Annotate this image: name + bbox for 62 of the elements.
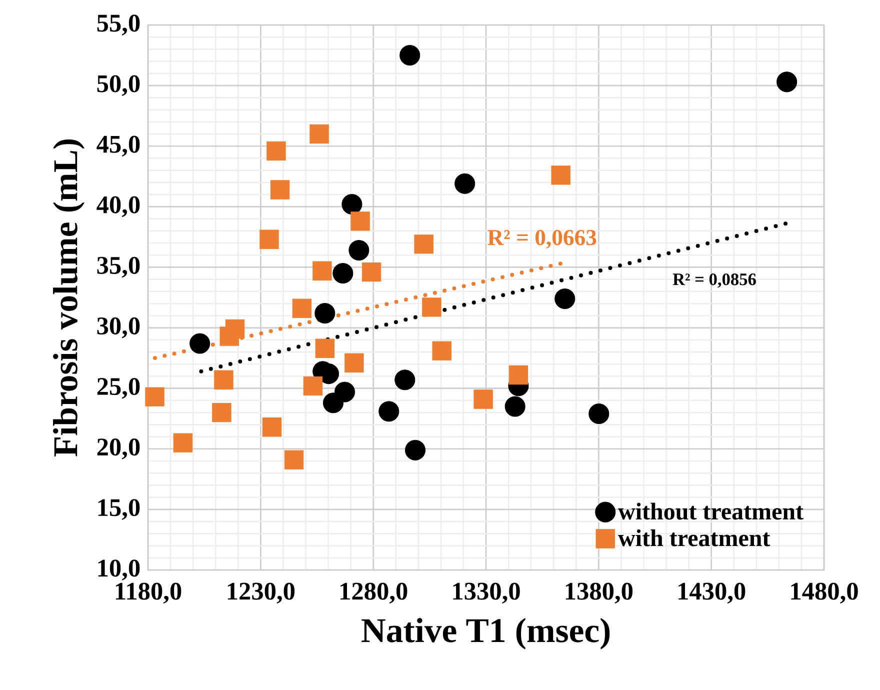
point — [414, 234, 434, 254]
point — [220, 326, 239, 346]
point — [551, 166, 570, 185]
y-tick-label: 10,0 — [98, 560, 140, 580]
point — [378, 401, 400, 422]
x-tick-label: 1330,0 — [453, 582, 520, 604]
point — [332, 263, 354, 284]
point — [270, 180, 290, 200]
point — [214, 370, 234, 390]
y-tick-label: 50,0 — [97, 75, 140, 96]
y-tick-label: 45,0 — [96, 136, 140, 156]
point — [292, 298, 312, 318]
x-tick-label: 1480,0 — [791, 582, 858, 604]
x-tick-label: 1180,0 — [116, 582, 182, 604]
x-tick-label: 1380,0 — [566, 582, 633, 604]
point — [260, 230, 279, 249]
y-tick-label: 40,0 — [96, 196, 140, 218]
point — [348, 240, 370, 261]
point — [342, 194, 362, 215]
point — [266, 141, 286, 161]
legend-label: without treatment — [618, 502, 804, 520]
point — [404, 440, 426, 460]
x-tick-label: 1280,0 — [340, 582, 408, 604]
x-tick-label: 1430,0 — [678, 582, 746, 604]
annotation: R² = 0,0856 — [672, 274, 756, 288]
annotation: R² = 0,0663 — [488, 230, 596, 248]
y-tick-label: 25,0 — [97, 378, 140, 399]
legend-label: with treatment — [618, 529, 770, 546]
point — [400, 45, 420, 66]
point — [310, 124, 329, 144]
point — [262, 417, 282, 437]
point — [362, 262, 382, 282]
point — [776, 72, 798, 92]
point — [322, 392, 344, 414]
y-axis-title: Fibrosis volume (mL) — [53, 140, 84, 456]
y-tick-label: 15,0 — [98, 499, 140, 520]
y-tick-label: 20,0 — [97, 438, 140, 460]
point — [284, 450, 304, 470]
y-tick-label: 30,0 — [97, 317, 140, 338]
point — [504, 396, 526, 417]
point — [212, 402, 232, 422]
point — [474, 390, 493, 409]
point — [394, 370, 416, 390]
point — [588, 403, 610, 424]
point — [344, 353, 364, 373]
y-tick-label: 35,0 — [97, 256, 140, 278]
point — [315, 338, 334, 358]
point — [173, 433, 193, 452]
point — [145, 387, 164, 406]
point — [422, 298, 442, 317]
point — [312, 261, 332, 280]
point — [303, 376, 323, 396]
y-tick-label: 55,0 — [97, 14, 140, 36]
point — [190, 333, 210, 354]
point — [454, 173, 476, 194]
point — [554, 288, 576, 309]
point — [314, 302, 336, 324]
point — [432, 341, 452, 360]
x-axis-title: Native T1 (msec) — [362, 618, 610, 650]
point — [508, 365, 528, 385]
point — [350, 212, 370, 231]
x-tick-label: 1230,0 — [228, 582, 295, 604]
